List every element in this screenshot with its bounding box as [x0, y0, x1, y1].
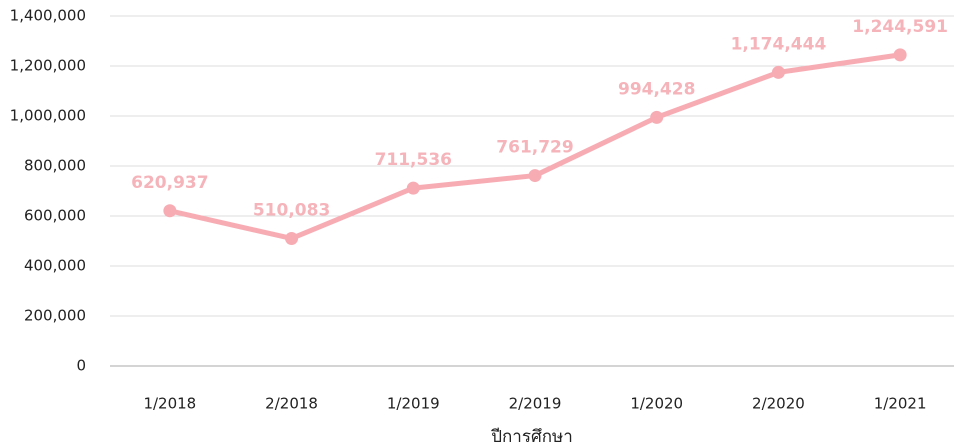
point	[650, 110, 664, 124]
data-label: 761,729	[496, 138, 573, 158]
y-tick-label: 1,400,000	[10, 7, 86, 25]
y-tick-label: 200,000	[24, 307, 86, 325]
point	[163, 204, 177, 218]
x-tick-label: 2/2020	[752, 395, 805, 413]
x-axis-label: ปีการศึกษา	[490, 427, 572, 447]
data-label: 620,937	[131, 173, 208, 193]
point	[771, 65, 785, 79]
y-tick-label: 800,000	[24, 157, 86, 175]
x-tick-label: 1/2018	[143, 395, 196, 413]
y-tick-label: 400,000	[24, 257, 86, 275]
y-tick-label: 1,000,000	[10, 107, 86, 125]
data-label: 1,174,444	[731, 34, 827, 54]
data-label: 1,244,591	[852, 17, 948, 37]
point	[893, 48, 907, 62]
y-tick-label: 600,000	[24, 207, 86, 225]
data-label: 711,536	[375, 150, 452, 170]
y-tick-label: 1,200,000	[10, 57, 86, 75]
x-tick-label: 2/2018	[265, 395, 318, 413]
x-tick-label: 2/2019	[509, 395, 562, 413]
y-tick-label: 0	[76, 357, 86, 375]
point	[406, 181, 420, 195]
x-tick-label: 1/2021	[874, 395, 927, 413]
data-label: 994,428	[618, 79, 695, 99]
x-tick-label: 1/2020	[630, 395, 683, 413]
point	[285, 231, 299, 245]
point	[528, 169, 542, 183]
data-label: 510,083	[253, 200, 330, 220]
x-tick-label: 1/2019	[387, 395, 440, 413]
